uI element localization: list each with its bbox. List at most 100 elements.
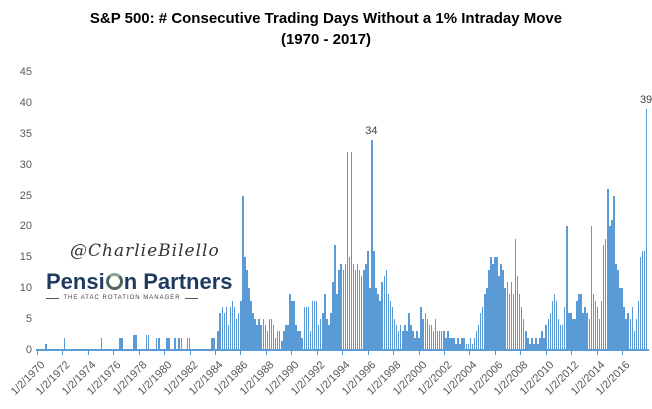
bar: [453, 337, 455, 350]
bar: [278, 331, 281, 350]
bar: [213, 337, 215, 350]
bar: [385, 269, 388, 350]
bar: [266, 331, 269, 350]
bar: [221, 306, 224, 350]
bar: [475, 331, 478, 350]
bar: [506, 282, 509, 350]
bar: [547, 319, 550, 350]
bar: [252, 312, 254, 350]
bar: [246, 269, 248, 350]
bar: [248, 288, 250, 350]
bar: [332, 282, 334, 350]
y-axis-label: 5: [25, 313, 32, 326]
bar: [342, 269, 345, 350]
bar: [223, 312, 226, 350]
bar: [543, 337, 545, 350]
y-axis-label: 40: [19, 96, 32, 109]
bar: [424, 312, 427, 350]
x-axis-tick: [265, 351, 267, 355]
bar: [147, 334, 150, 350]
bar: [588, 319, 591, 350]
bar: [180, 337, 183, 350]
bar: [295, 325, 297, 350]
bar: [422, 319, 424, 350]
bar: [637, 300, 640, 350]
bar: [287, 325, 289, 350]
bar: [420, 306, 422, 350]
bar: [311, 300, 314, 350]
bar: [410, 325, 412, 350]
bar: [512, 294, 515, 350]
y-axis-label: 0: [25, 344, 32, 356]
bar: [522, 319, 525, 350]
bar: [231, 300, 234, 350]
bar: [291, 300, 293, 350]
bar: [635, 319, 638, 350]
x-axis-tick: [62, 351, 64, 355]
bar: [590, 226, 593, 350]
bar: [188, 337, 191, 350]
bar: [574, 319, 576, 350]
bar: [178, 337, 181, 350]
bar: [369, 288, 371, 350]
bar: [408, 312, 410, 350]
bar: [303, 306, 306, 350]
bar: [404, 325, 406, 350]
bar: [168, 337, 170, 350]
bar: [570, 312, 572, 350]
bar: [471, 343, 474, 350]
bar: [504, 288, 507, 350]
bar: [629, 319, 632, 350]
chart-title-line1: S&P 500: # Consecutive Trading Days With…: [89, 10, 563, 27]
bar: [401, 331, 404, 350]
bar: [524, 331, 527, 350]
bar: [297, 331, 299, 350]
bar: [592, 294, 595, 350]
bar: [256, 325, 258, 350]
tagline-text: THE ATAC ROTATION MANAGER: [63, 295, 181, 301]
bar: [317, 325, 320, 350]
bar: [326, 319, 328, 350]
x-axis-tick: [494, 351, 496, 355]
bar: [397, 331, 400, 350]
bar: [381, 282, 383, 350]
bar: [229, 306, 232, 350]
bar: [586, 312, 589, 350]
bar: [100, 337, 103, 350]
bar: [217, 331, 219, 350]
bar: [313, 300, 316, 350]
bar: [358, 269, 361, 350]
bar: [455, 343, 457, 350]
bar: [580, 294, 582, 350]
bar: [639, 257, 642, 350]
bar: [166, 337, 168, 350]
bar: [563, 306, 566, 350]
bar: [625, 319, 627, 350]
chart-title-line2: (1970 - 2017): [280, 31, 372, 48]
bar: [611, 220, 613, 350]
bar: [254, 319, 256, 350]
bar: [371, 139, 373, 350]
bar: [496, 257, 498, 350]
bar: [239, 300, 242, 350]
bar: [379, 300, 381, 350]
bar: [641, 251, 644, 350]
bar: [568, 312, 570, 350]
bar: [602, 244, 605, 350]
bar: [440, 331, 443, 350]
bar: [582, 312, 584, 350]
bar: [598, 319, 601, 350]
x-axis-tick: [571, 351, 573, 355]
bar: [559, 325, 562, 350]
bar: [330, 312, 332, 350]
bar: [346, 152, 349, 350]
bar: [262, 319, 265, 350]
bar: [604, 238, 607, 350]
bar: [174, 337, 176, 350]
bar: [285, 325, 287, 350]
bar: [447, 331, 449, 350]
bar: [389, 300, 392, 350]
bar: [486, 288, 488, 350]
bar: [535, 337, 537, 350]
bar: [244, 257, 246, 350]
